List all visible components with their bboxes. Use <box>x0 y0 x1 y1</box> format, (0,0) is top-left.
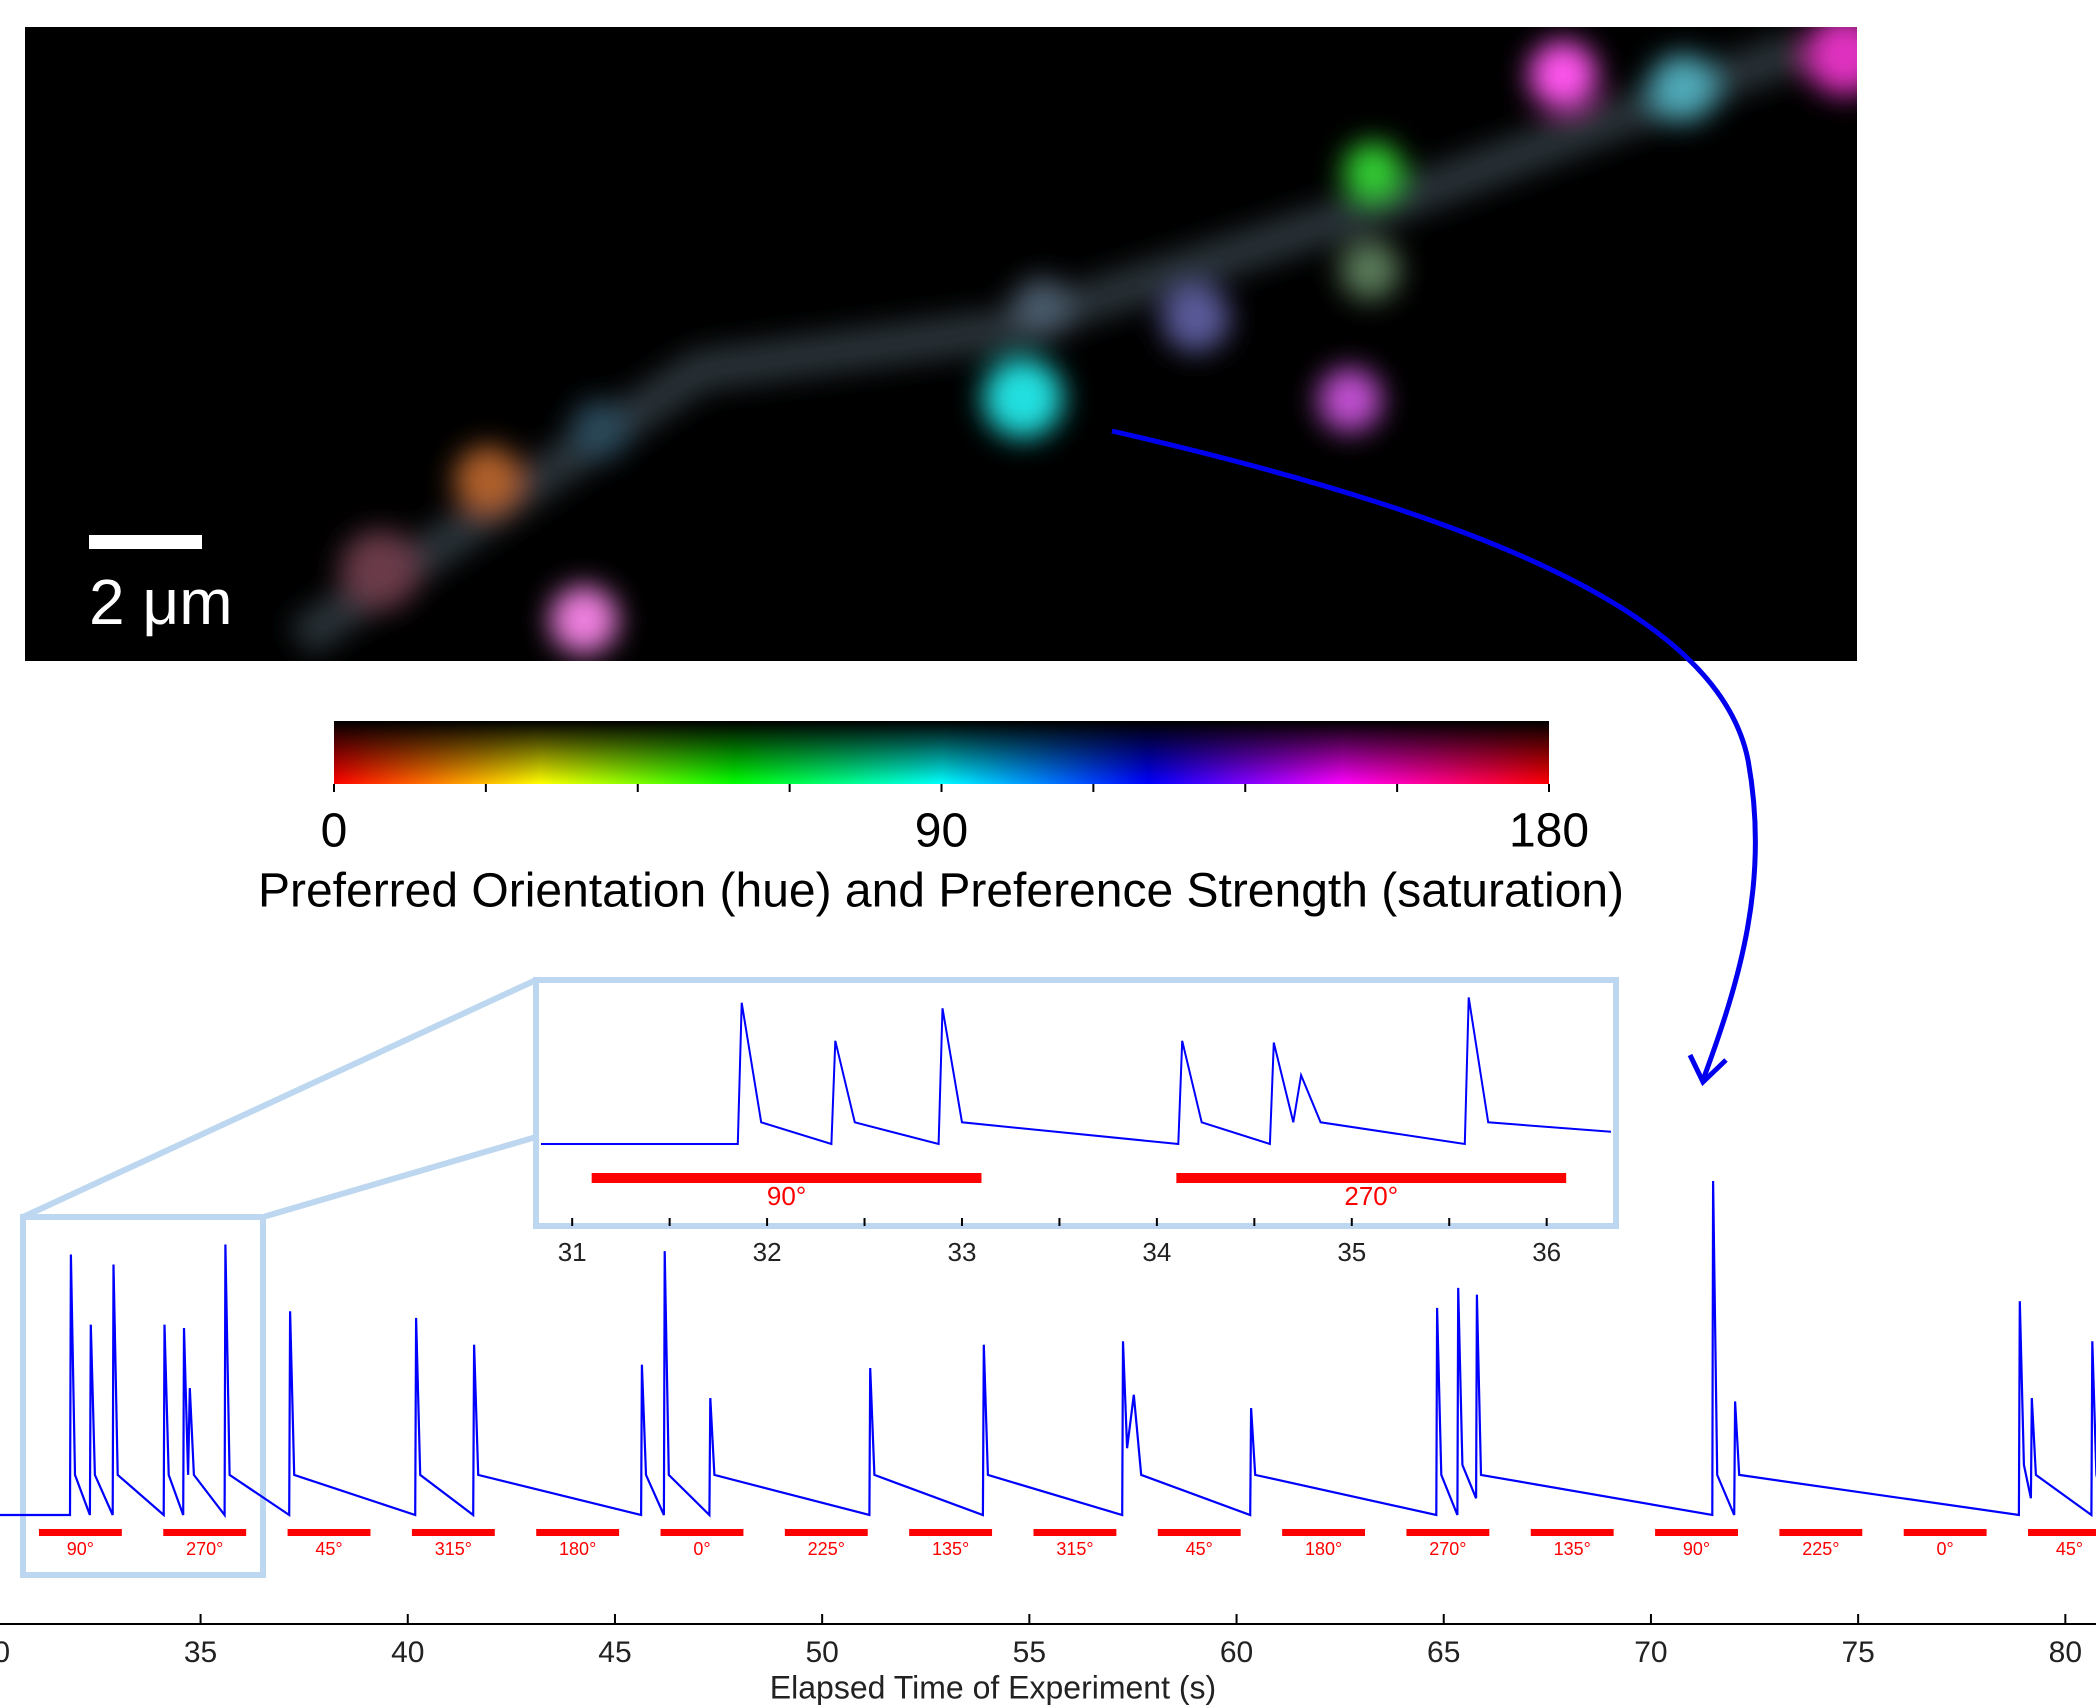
inset-stimulus-bar <box>1761 1173 2096 1183</box>
x-tick-label: 45 <box>598 1636 631 1669</box>
x-tick-label: 32 <box>753 1237 782 1267</box>
x-tick-label: 65 <box>1427 1636 1460 1669</box>
stimulus-label: 270° <box>1429 1539 1466 1559</box>
stimulus-bar <box>909 1529 993 1536</box>
x-axis-label: Elapsed Time of Experiment (s) <box>770 1669 1216 1705</box>
stimulus-bar <box>1903 1529 1987 1536</box>
stimulus-label: 45° <box>315 1539 342 1559</box>
arrow <box>1111 428 1758 1087</box>
x-tick-label: 60 <box>1220 1636 1253 1669</box>
x-tick-label: 80 <box>2049 1636 2082 1669</box>
stimulus-label: 90° <box>1683 1539 1710 1559</box>
stimulus-bar <box>1530 1529 1614 1536</box>
inset-stimulus-label: 45° <box>1936 1181 1975 1211</box>
stimulus-bar <box>784 1529 868 1536</box>
microscopy-image: 2 μm <box>25 27 1857 661</box>
inset-stimulus-label: 270° <box>1344 1181 1398 1211</box>
x-tick-label: 33 <box>948 1237 977 1267</box>
inset-stimulus-bar <box>591 1173 982 1183</box>
stimulus-bar <box>1655 1529 1738 1536</box>
stimulus-label: 315° <box>1056 1539 1093 1559</box>
stimulus-label: 135° <box>932 1539 969 1559</box>
inset-trace <box>541 997 1611 1146</box>
stimulus-label: 90° <box>67 1539 94 1559</box>
stimulus-bar <box>1157 1529 1241 1536</box>
stimulus-bar <box>38 1529 122 1536</box>
x-tick-label: 55 <box>1013 1636 1046 1669</box>
x-tick-label: 40 <box>391 1636 424 1669</box>
x-tick-label: 70 <box>1634 1636 1667 1669</box>
x-tick-label: 90 <box>915 805 968 858</box>
stimulus-label: 0° <box>1937 1539 1954 1559</box>
trace <box>0 1180 2096 1519</box>
stimulus-label: 0° <box>693 1539 710 1559</box>
x-tick-label: 36 <box>1532 1237 1561 1267</box>
stimulus-bar <box>2028 1529 2096 1536</box>
x-axis-label: Preferred Orientation (hue) and Preferen… <box>258 865 1624 918</box>
scale-bar-label: 2 μm <box>89 566 233 638</box>
scale-bar <box>89 535 202 549</box>
x-tick-label: 30 <box>0 1636 10 1669</box>
stimulus-label: 45° <box>1186 1539 1213 1559</box>
x-tick-label: 35 <box>1337 1237 1366 1267</box>
stimulus-bar <box>660 1529 744 1536</box>
plots: 0 90 180 Preferred Orientation (hue) and Pr… <box>0 784 2096 1705</box>
stimulus-label: 180° <box>559 1539 596 1559</box>
x-tick-label: 35 <box>184 1636 217 1669</box>
stimulus-bar <box>1033 1529 1117 1536</box>
stimulus-bar <box>411 1529 495 1536</box>
inset-plot: 90°270°45°315°180°0°225°135°315°45°180°2… <box>541 997 2096 1211</box>
inset-stimulus-bar <box>1176 1173 1567 1183</box>
stimulus-label: 180° <box>1305 1539 1342 1559</box>
stimulus-label: 270° <box>186 1539 223 1559</box>
stimulus-bar <box>1779 1529 1863 1536</box>
stimulus-label: 225° <box>1802 1539 1839 1559</box>
x-tick-label: 50 <box>805 1636 838 1669</box>
stimulus-bar <box>287 1529 371 1536</box>
stimulus-bar <box>1406 1529 1490 1536</box>
stimulus-label: 315° <box>435 1539 472 1559</box>
x-tick-label: 180 <box>1509 805 1589 858</box>
x-tick-label: 75 <box>1841 1636 1874 1669</box>
inset-stimulus-label: 90° <box>767 1181 806 1211</box>
x-tick-label: 34 <box>1142 1237 1171 1267</box>
stimulus-bar <box>1282 1529 1366 1536</box>
stimulus-label: 225° <box>808 1539 845 1559</box>
colorbar <box>334 721 1549 784</box>
x-tick-label: 0 <box>321 805 348 858</box>
stimulus-label: 45° <box>2056 1539 2083 1559</box>
stimulus-bar <box>536 1529 620 1536</box>
zoom-connectors <box>20 977 1619 1578</box>
stimulus-label: 135° <box>1554 1539 1591 1559</box>
x-tick-label: 31 <box>558 1237 587 1267</box>
stimulus-bar <box>163 1529 247 1536</box>
